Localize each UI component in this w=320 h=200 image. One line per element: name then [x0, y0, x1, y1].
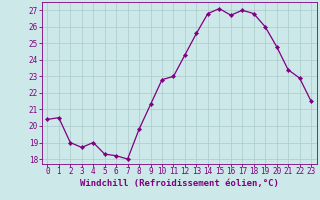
X-axis label: Windchill (Refroidissement éolien,°C): Windchill (Refroidissement éolien,°C) [80, 179, 279, 188]
